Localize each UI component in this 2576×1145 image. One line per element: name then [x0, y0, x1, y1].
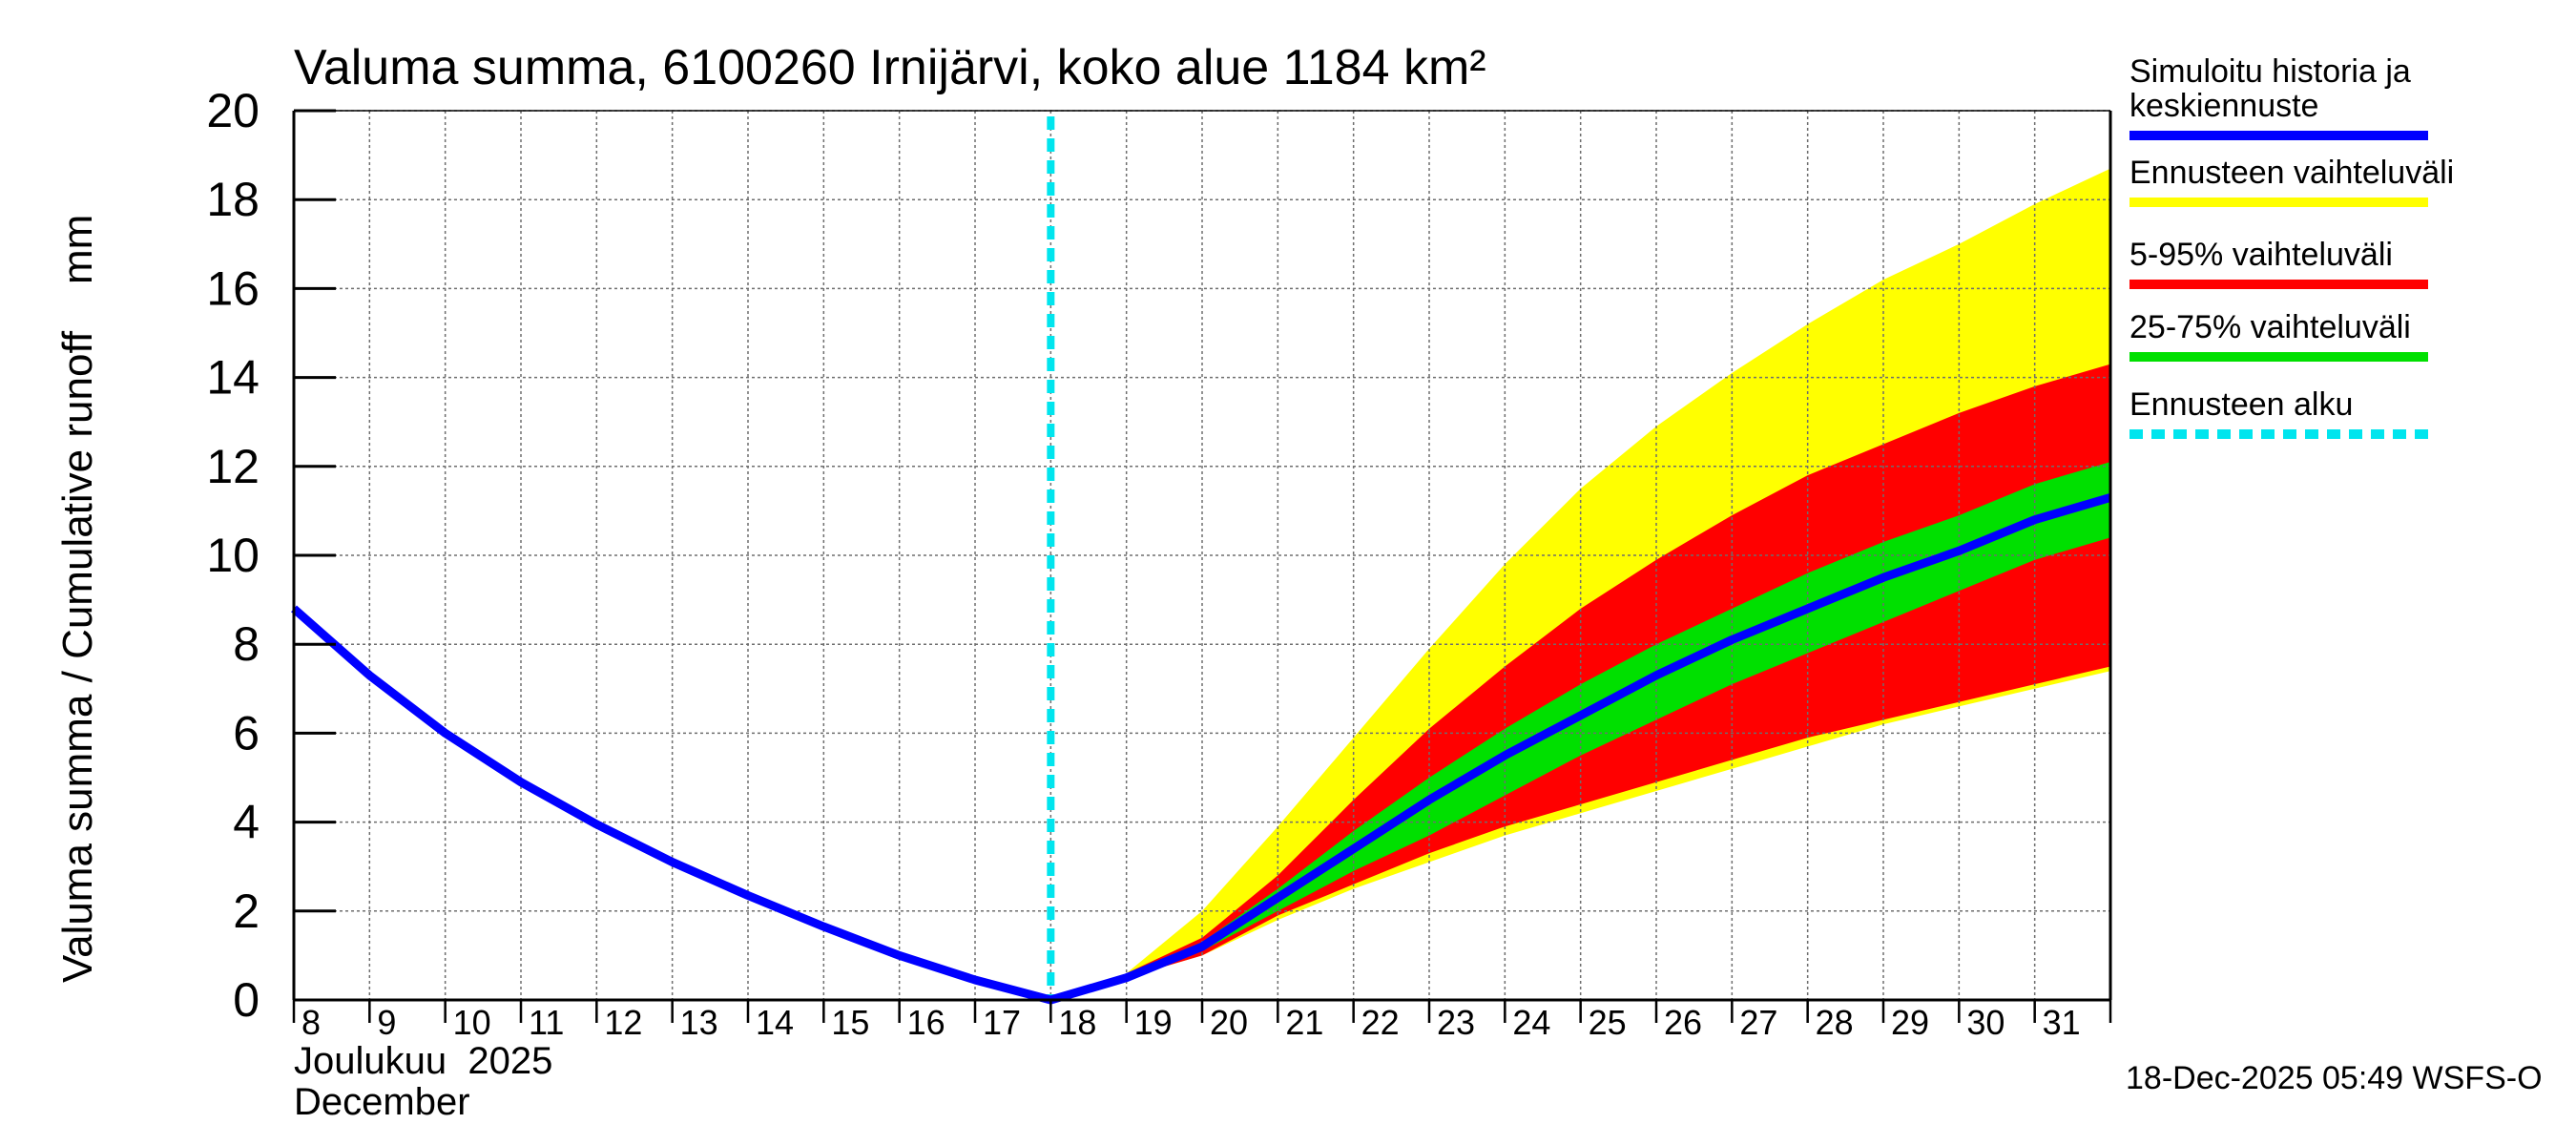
x-tick-label: 14	[756, 1003, 794, 1042]
y-tick-label: 2	[233, 885, 260, 938]
y-tick-label: 16	[206, 261, 260, 315]
series-layer	[291, 493, 2112, 1005]
legend-label: Ennusteen vaihteluväli	[2129, 155, 2454, 191]
x-tick-label: 18	[1058, 1003, 1096, 1042]
y-tick-label: 6	[233, 706, 260, 760]
legend-label: 25-75% vaihteluväli	[2129, 309, 2411, 345]
x-tick-label: 19	[1134, 1003, 1173, 1042]
x-tick-label: 11	[529, 1003, 564, 1042]
timestamp: 18-Dec-2025 05:49 WSFS-O	[2126, 1060, 2543, 1096]
x-tick-label: 25	[1589, 1003, 1627, 1042]
forecast-bands	[1126, 168, 2110, 978]
axes	[292, 109, 2112, 1023]
y-tick-label: 0	[233, 973, 260, 1027]
x-tick-label: 24	[1512, 1003, 1550, 1042]
y-tick-label: 14	[206, 351, 260, 405]
x-tick-label: 22	[1361, 1003, 1400, 1042]
legend-label: 5-95% vaihteluväli	[2129, 237, 2393, 273]
x-tick-label: 26	[1664, 1003, 1702, 1042]
x-tick-label: 23	[1437, 1003, 1475, 1042]
chart-title: Valuma summa, 6100260 Irnijärvi, koko al…	[294, 40, 1486, 95]
y-tick-label: 12	[206, 440, 260, 493]
x-tick-label: 17	[983, 1003, 1021, 1042]
x-tick-label: 15	[831, 1003, 869, 1042]
x-tick-label: 30	[1966, 1003, 2005, 1042]
x-tick-label: 21	[1285, 1003, 1323, 1042]
x-tick-label: 29	[1891, 1003, 1929, 1042]
y-tick-label: 4	[233, 796, 260, 849]
month-label-fi: Joulukuu 2025	[294, 1040, 552, 1082]
x-tick-label: 8	[301, 1003, 321, 1042]
y-tick-label: 20	[206, 84, 260, 137]
legend-label: Ennusteen alku	[2129, 386, 2353, 423]
x-tick-label: 13	[680, 1003, 718, 1042]
x-tick-label: 27	[1739, 1003, 1777, 1042]
x-tick-labels: 8 9 10 11 12 13 14 15 16 17 18 19 20 21 22 23 24 25 26 27 28…	[301, 1003, 2081, 1042]
series-line-median	[291, 493, 2112, 1005]
y-axis-label: Valuma summa / Cumulative runoff mm	[54, 215, 101, 983]
x-tick-label: 31	[2043, 1003, 2081, 1042]
x-tick-label: 12	[604, 1003, 642, 1042]
band-full-range	[1126, 168, 2110, 978]
y-tick-labels: 0 2 4 6 8 10 12 14 16 18 20	[206, 84, 260, 1027]
x-tick-label: 16	[907, 1003, 945, 1042]
legend-label: Simuloitu historia ja	[2129, 53, 2411, 90]
y-tick-label: 10	[206, 529, 260, 582]
band-25-75	[1126, 462, 2110, 978]
y-tick-label: 18	[206, 173, 260, 226]
y-tick-label: 8	[233, 617, 260, 671]
x-tick-label: 9	[377, 1003, 396, 1042]
x-tick-label: 10	[453, 1003, 491, 1042]
x-tick-label: 28	[1816, 1003, 1854, 1042]
month-label-en: December	[294, 1081, 470, 1123]
legend-label: keskiennuste	[2129, 88, 2318, 124]
x-tick-label: 20	[1210, 1003, 1248, 1042]
